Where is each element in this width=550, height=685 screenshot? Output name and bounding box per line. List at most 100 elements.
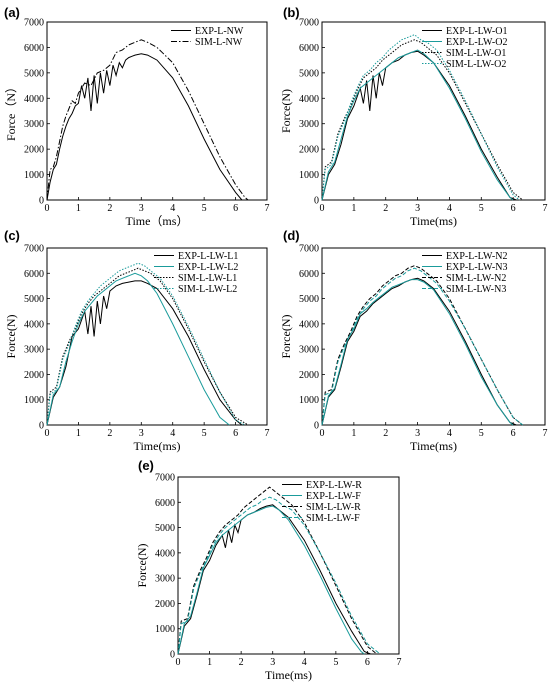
- x-tick-label: 0: [45, 428, 50, 439]
- panel-label: (a): [4, 5, 20, 20]
- series-line: [321, 49, 514, 201]
- y-tick-label: 4000: [24, 94, 44, 105]
- legend-label: SIM-L-LW-F: [306, 513, 360, 524]
- legend-label: EXP-L-LW-N3: [446, 262, 507, 273]
- x-axis-title: Time(ms): [410, 214, 457, 228]
- legend-label: SIM-L-LW-R: [306, 502, 361, 513]
- y-tick-label: 0: [39, 196, 44, 207]
- y-tick-label: 1000: [24, 395, 44, 406]
- legend-label: EXP-L-LW-O2: [446, 37, 507, 48]
- series-line: [321, 279, 514, 426]
- legend-label: SIM-L-LW-O1: [446, 48, 506, 59]
- x-tick-label: 3: [270, 657, 275, 668]
- series-line: [46, 267, 249, 426]
- plot-frame: [46, 247, 268, 426]
- x-axis-title: Time（ms）: [126, 214, 189, 228]
- x-tick-label: 1: [351, 203, 356, 214]
- chart-panel: (b) 0 1 2 3 4 5 6 7 0 1000 2000 3000 4000 5000 6000 7000…: [279, 5, 548, 228]
- chart-panel: (c) 0 1 2 3 4 5 6 7 0 1000 2000 3000 4000 5000 6000 7000…: [4, 228, 270, 453]
- y-tick-label: 4000: [299, 94, 319, 105]
- x-tick-label: 2: [383, 203, 388, 214]
- x-tick-label: 3: [139, 203, 144, 214]
- legend-label: SIM-L-LW-O2: [446, 59, 506, 70]
- x-tick-label: 5: [202, 428, 207, 439]
- y-tick-label: 1000: [24, 170, 44, 181]
- legend-label: EXP-L-NW: [195, 26, 244, 37]
- x-axis-title: Time(ms): [265, 668, 312, 682]
- x-tick-label: 4: [170, 203, 175, 214]
- y-tick-label: 6000: [299, 269, 319, 280]
- y-tick-label: 6000: [24, 269, 44, 280]
- panel-label: (b): [283, 5, 300, 20]
- x-tick-label: 0: [320, 428, 325, 439]
- y-tick-label: 7000: [24, 244, 44, 255]
- panel-label: (d): [283, 228, 300, 243]
- panel-label: (e): [138, 458, 154, 473]
- y-tick-label: 7000: [24, 18, 44, 29]
- y-tick-label: 0: [314, 196, 319, 207]
- x-tick-label: 2: [383, 428, 388, 439]
- series-line: [46, 272, 230, 426]
- y-tick-label: 3000: [24, 119, 44, 130]
- x-tick-label: 4: [447, 203, 452, 214]
- y-tick-label: 7000: [155, 473, 175, 484]
- y-tick-label: 3000: [299, 119, 319, 130]
- x-tick-label: 6: [511, 203, 516, 214]
- series-line: [46, 280, 243, 426]
- series-line: [321, 34, 520, 201]
- legend-label: EXP-L-LW-R: [306, 480, 362, 491]
- y-tick-label: 6000: [155, 498, 175, 509]
- legend-label: SIM-L-LW-L2: [178, 284, 237, 295]
- y-tick-label: 7000: [299, 244, 319, 255]
- legend-label: EXP-L-LW-N2: [446, 251, 507, 262]
- chart-panel: (e) 0 1 2 3 4 5 6 7 0 1000 2000 3000 4000 5000 6000 7000…: [135, 458, 402, 682]
- x-tick-label: 4: [302, 657, 307, 668]
- x-tick-label: 0: [320, 203, 325, 214]
- x-tick-label: 6: [233, 428, 238, 439]
- panel-label: (c): [4, 228, 20, 243]
- x-tick-label: 0: [45, 203, 50, 214]
- y-tick-label: 1000: [299, 170, 319, 181]
- x-tick-label: 2: [107, 203, 112, 214]
- x-tick-label: 2: [107, 428, 112, 439]
- x-tick-label: 6: [511, 428, 516, 439]
- series-line: [46, 53, 243, 201]
- x-tick-label: 2: [239, 657, 244, 668]
- y-tick-label: 5000: [299, 294, 319, 305]
- y-tick-label: 2000: [24, 370, 44, 381]
- y-tick-label: 5000: [155, 523, 175, 534]
- y-tick-label: 2000: [24, 145, 44, 156]
- series-line: [177, 496, 381, 655]
- legend-label: SIM-L-LW-L1: [178, 273, 237, 284]
- y-axis-title: Force(N): [135, 544, 149, 588]
- y-tick-label: 2000: [299, 145, 319, 156]
- y-tick-label: 3000: [155, 574, 175, 585]
- y-tick-label: 7000: [299, 18, 319, 29]
- y-tick-label: 6000: [24, 43, 44, 54]
- x-axis-title: Time(ms): [410, 439, 457, 453]
- series-line: [321, 39, 524, 201]
- y-axis-title: Force(N): [4, 315, 18, 359]
- series-line: [46, 262, 246, 426]
- y-tick-label: 0: [170, 650, 175, 661]
- y-tick-label: 4000: [299, 319, 319, 330]
- series-line: [321, 277, 517, 426]
- series-line: [177, 504, 371, 655]
- x-axis-title: Time(ms): [134, 439, 181, 453]
- x-tick-label: 1: [76, 428, 81, 439]
- series-line: [321, 50, 517, 201]
- y-tick-label: 0: [39, 421, 44, 432]
- legend-label: EXP-L-LW-L1: [178, 251, 238, 262]
- x-tick-label: 1: [76, 203, 81, 214]
- x-tick-label: 3: [139, 428, 144, 439]
- legend-label: SIM-L-NW: [195, 37, 243, 48]
- y-tick-label: 2000: [299, 370, 319, 381]
- y-tick-label: 0: [314, 421, 319, 432]
- x-tick-label: 5: [202, 203, 207, 214]
- x-tick-label: 6: [233, 203, 238, 214]
- y-tick-label: 1000: [155, 624, 175, 635]
- x-tick-label: 7: [265, 203, 270, 214]
- x-tick-label: 7: [397, 657, 402, 668]
- plot-frame: [177, 476, 400, 655]
- y-tick-label: 5000: [24, 294, 44, 305]
